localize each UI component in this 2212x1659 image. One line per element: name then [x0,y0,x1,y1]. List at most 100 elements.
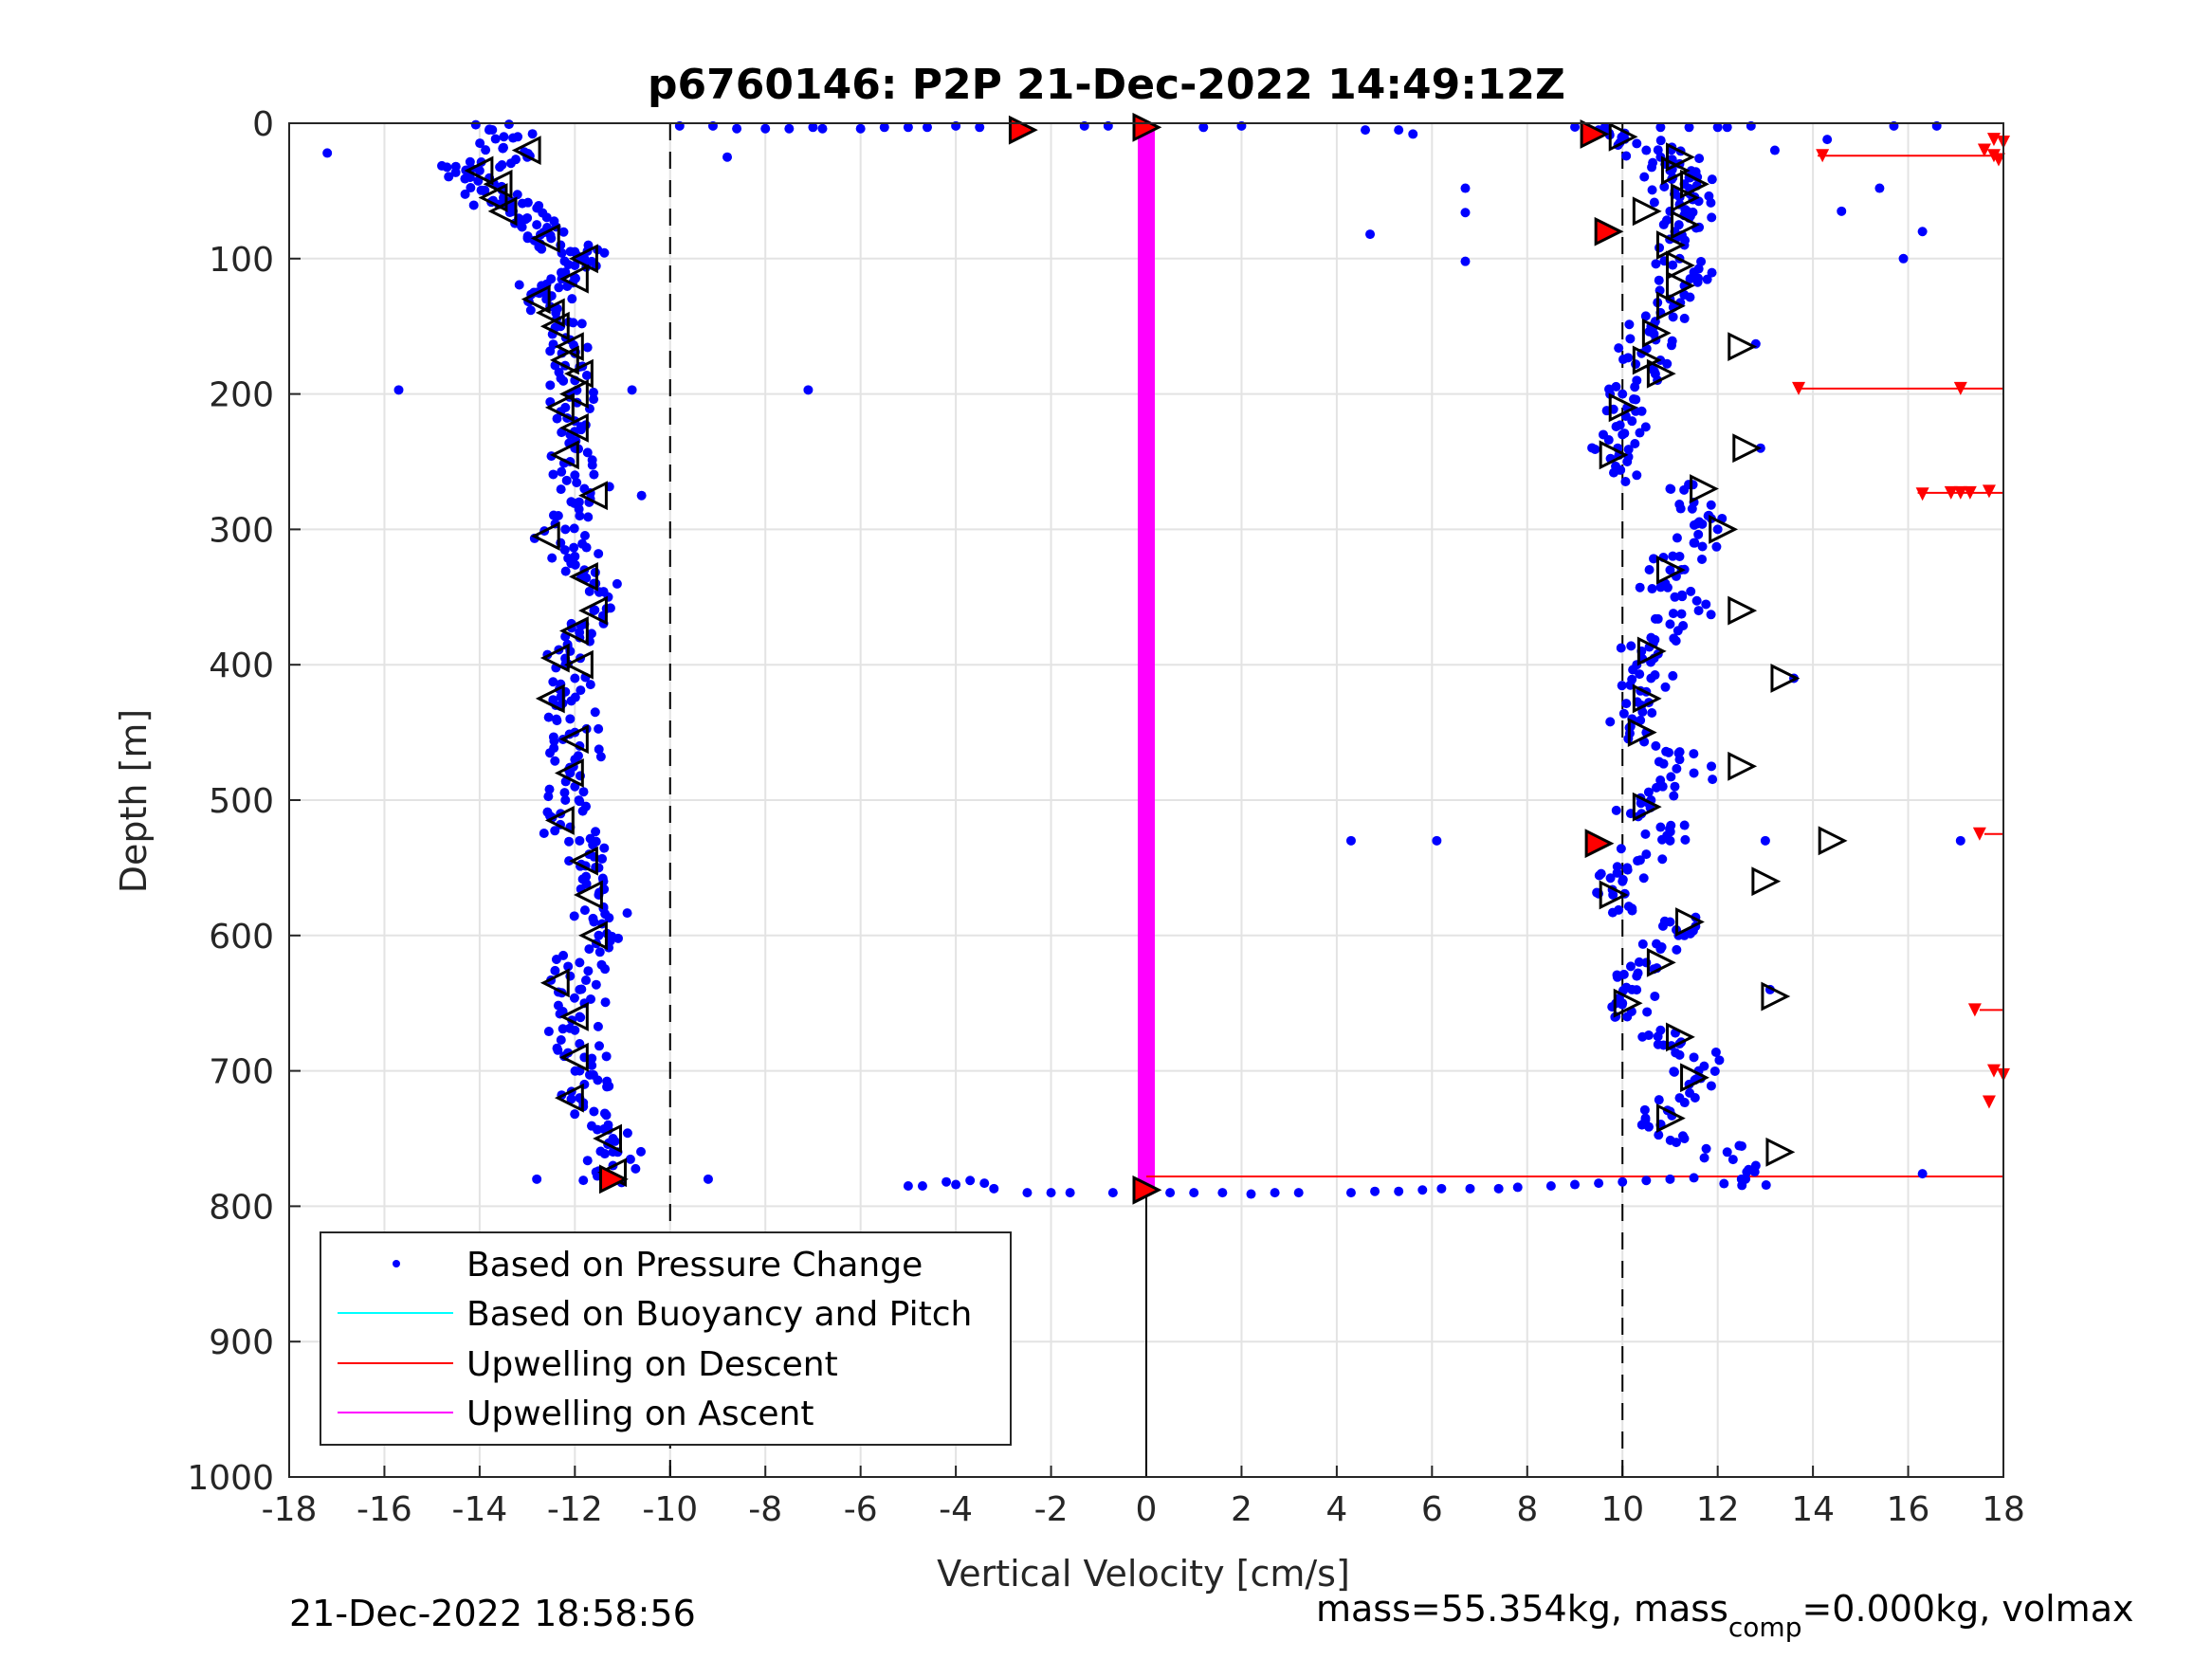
pressure-point-ascent [1657,854,1668,865]
footer-mass-info: mass=55.354kg, masscomp=0.000kg, volmax [1316,1588,2133,1643]
pressure-outlier [1874,183,1885,193]
upwelling-descent-marker [1991,153,2005,167]
pressure-outlier [1365,229,1376,240]
pressure-point-descent [542,807,553,817]
y-tick-label: 900 [209,1323,274,1362]
buoyancy-marker-descent [487,196,518,227]
pressure-point-ascent [1618,969,1629,979]
pressure-point-surface [922,122,932,133]
buoyancy-marker-ascent [1613,988,1643,1018]
pressure-point-ascent [1618,874,1628,884]
pressure-point-ascent [1636,406,1647,416]
pressure-point-surface [975,122,985,133]
buoyancy-marker-descent [539,968,570,998]
pressure-point-ascent [1654,1130,1664,1140]
pressure-point-ascent [1639,172,1650,182]
pressure-point-descent [560,795,571,805]
legend: Based on Pressure Change Based on Buoyan… [320,1231,1012,1446]
buoyancy-marker-descent [574,880,603,910]
pressure-point-ascent [1668,312,1678,322]
pressure-point-descent [498,143,508,154]
pressure-point-ascent [1642,1007,1653,1017]
pressure-point-ascent [1653,1031,1663,1042]
pressure-point-ascent [1669,791,1679,801]
pressure-point-ascent [1630,382,1640,392]
pressure-point-descent [596,959,607,970]
pressure-point-ascent [1685,292,1695,302]
pressure-point-ascent [1676,609,1687,619]
pressure-point-ascent [1737,1180,1747,1191]
pressure-point-descent [547,553,558,563]
pressure-point-ascent [1649,197,1659,208]
pressure-point-bottom [979,1178,990,1189]
buoyancy-marker-ascent [1765,1137,1796,1167]
pressure-point-bottom [1417,1185,1428,1195]
pressure-outlier [532,1174,542,1184]
pressure-point-descent [545,748,556,758]
pressure-point-ascent [1690,538,1700,548]
pressure-point-descent [598,587,609,597]
buoyancy-marker-ascent [1709,514,1739,544]
pressure-point-descent [543,1027,554,1037]
pressure-point-ascent [1647,708,1657,719]
series-layer [322,112,2010,1205]
buoyancy-marker-ascent [1660,155,1691,186]
pressure-point-bottom [989,1183,999,1194]
buoyancy-marker-descent [578,595,608,626]
pressure-point-ascent [1611,421,1621,431]
buoyancy-marker-ascent [1665,270,1695,301]
pressure-point-descent [593,1124,603,1135]
pressure-point-descent [578,1176,589,1186]
pressure-point-ascent [1632,985,1642,995]
pressure-point-descent [559,545,570,556]
pressure-point-descent [599,247,610,258]
pressure-point-descent [521,214,531,225]
pressure-point-descent [570,470,580,481]
pressure-point-ascent [1654,1095,1664,1105]
pressure-point-ascent [1697,541,1708,552]
pressure-point-ascent [1662,358,1673,369]
buoyancy-marker-descent [558,724,589,755]
pressure-point-ascent [1689,520,1699,530]
pressure-point-ascent [1699,1153,1709,1163]
pressure-point-descent [570,673,580,684]
pressure-point-descent [584,586,594,596]
pressure-point-descent [460,173,470,184]
pressure-point-ascent [1653,613,1663,624]
pressure-point-descent [503,119,514,130]
pressure-point-bottom [1270,1188,1280,1198]
pressure-point-ascent [1693,606,1704,616]
pressure-point-descent [622,1128,632,1139]
pressure-point-descent [582,447,593,458]
pressure-point-descent [583,966,594,976]
pressure-point-descent [581,370,592,380]
upwelling-descent-marker [1982,1095,1996,1109]
pressure-point-ascent [1618,708,1629,719]
pressure-point-descent [594,1041,605,1051]
pressure-point-descent [589,469,599,480]
pressure-point-bottom [1594,1178,1604,1189]
pressure-point-descent [538,208,548,218]
pressure-point-descent [514,280,524,290]
pressure-point-descent [576,984,587,994]
pressure-point-descent [575,796,585,807]
pressure-point-ascent [1651,740,1661,751]
pressure-point-ascent [1628,665,1638,675]
pressure-point-ascent [1662,215,1673,226]
buoyancy-marker-descent [578,481,608,511]
pressure-point-ascent [1665,619,1675,629]
pressure-point-ascent [1655,136,1666,146]
pressure-point-ascent [1666,483,1676,494]
flagged-marker [1584,829,1615,859]
pressure-point-ascent [1662,582,1673,592]
pressure-point-descent [579,905,590,916]
x-tick-label: 12 [1696,1490,1740,1529]
pressure-point-ascent [1630,438,1640,448]
buoyancy-marker-ascent [1636,636,1667,666]
pressure-point-surface [1655,122,1666,133]
pressure-point-ascent [1706,500,1716,510]
pressure-outlier [1822,135,1833,145]
buoyancy-marker-descent [521,284,551,315]
pressure-point-descent [543,792,554,802]
legend-entry-buoyancy: Based on Buoyancy and Pitch [466,1295,972,1334]
